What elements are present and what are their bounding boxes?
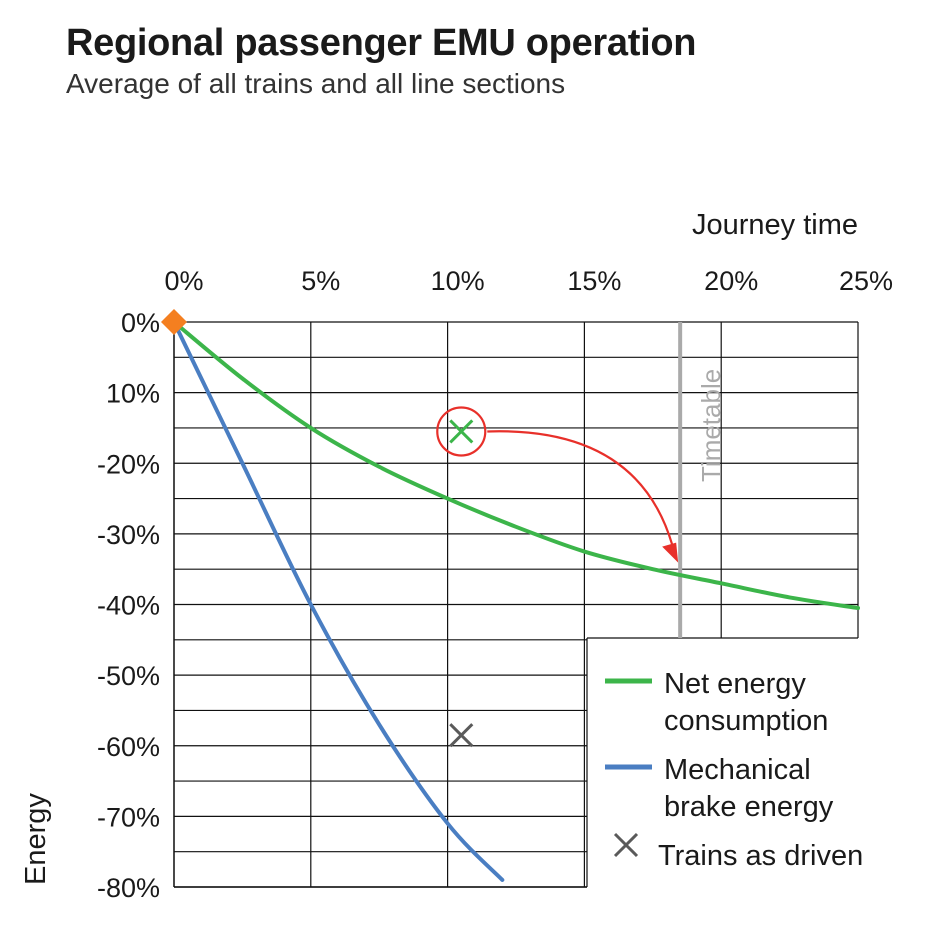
x-axis-title: Journey time [692, 209, 858, 241]
y-tick-label: -40% [97, 591, 160, 621]
legend-item: Net energy consumption [605, 668, 828, 737]
annotations [436, 406, 679, 563]
net-energy-line [172, 320, 860, 611]
improvement-arrow [487, 430, 674, 545]
y-tick-label: -60% [97, 732, 160, 762]
x-tick-label: 0% [164, 266, 203, 296]
y-tick-label: -30% [97, 520, 160, 550]
timetable-marker: Timetable [678, 322, 726, 638]
legend: Net energy consumption Mechanical brake ene… [605, 668, 863, 872]
x-marker-stroke [449, 723, 474, 748]
chart-title: Regional passenger EMU operation [66, 22, 697, 64]
legend-label: Mechanical [664, 754, 811, 786]
x-tick-labels: 0% 5% 10% 15% 20% 25% [164, 266, 893, 296]
legend-item: Mechanical brake energy [605, 754, 834, 823]
legend-label: consumption [664, 705, 828, 737]
y-tick-label: 10% [106, 379, 160, 409]
legend-x-swatch [613, 832, 639, 858]
x-tick-label: 10% [431, 266, 485, 296]
gray-x-marker [449, 723, 474, 748]
series-lines [172, 320, 860, 882]
chart-subtitle: Average of all trains and all line secti… [66, 68, 566, 99]
x-tick-label: 5% [301, 266, 340, 296]
x-tick-label: 25% [839, 266, 893, 296]
x-tick-label: 20% [704, 266, 758, 296]
green-x-marker [449, 419, 474, 444]
legend-label: Trains as driven [658, 840, 863, 872]
mechanical-brake-line [172, 320, 505, 882]
x-marker-stroke [613, 832, 639, 858]
origin-diamond-marker [161, 309, 187, 335]
data-points [161, 309, 474, 748]
y-tick-label: -20% [97, 449, 160, 479]
highlight-circle [436, 406, 487, 457]
y-tick-label: -50% [97, 661, 160, 691]
legend-label: Net energy [664, 668, 806, 700]
legend-label: brake energy [664, 791, 834, 823]
y-axis-title: Energy [20, 793, 52, 885]
timetable-label: Timetable [696, 369, 726, 482]
legend-item: Trains as driven [613, 832, 863, 872]
x-tick-label: 15% [567, 266, 621, 296]
y-tick-label: -70% [97, 802, 160, 832]
y-tick-labels: 0% 10% -20% -30% -40% -50% -60% -70% -80% [97, 308, 160, 903]
y-tick-label: 0% [121, 308, 160, 338]
y-tick-label: -80% [97, 873, 160, 903]
arrow-head [662, 542, 679, 563]
x-marker-stroke [449, 419, 474, 444]
